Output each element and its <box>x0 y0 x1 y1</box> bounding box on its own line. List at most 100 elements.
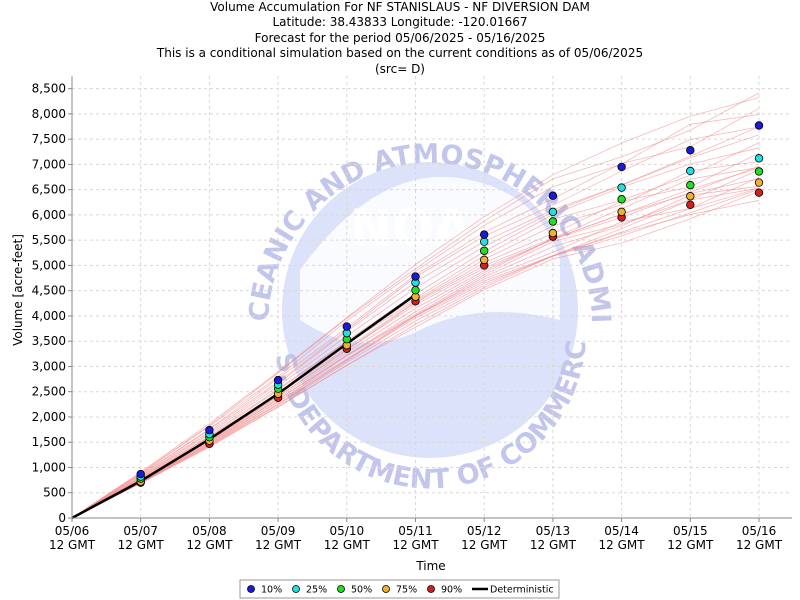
point-50pct <box>617 195 626 204</box>
x-tick-label-date: 05/14 <box>604 524 639 538</box>
ensemble-trace <box>71 97 760 519</box>
legend-swatch-90pct <box>427 585 435 593</box>
x-tick-label-hour: 12 GMT <box>186 538 233 552</box>
ensemble-trace <box>71 190 760 519</box>
point-90pct <box>754 188 764 197</box>
y-tick-label: 4,000 <box>32 309 66 323</box>
noaa-watermark: NOAA NATIONAL OCEANIC AND ATMOSPHERIC AD… <box>0 0 616 496</box>
ensemble-trace <box>71 187 760 519</box>
y-tick-label: 7,000 <box>32 157 66 171</box>
y-tick-label: 5,000 <box>32 258 66 272</box>
ensemble-trace <box>71 114 760 519</box>
ensemble-trace <box>71 187 760 519</box>
x-tick-label-date: 05/09 <box>261 524 296 538</box>
point-10pct <box>548 191 558 200</box>
point-10pct <box>617 162 626 172</box>
x-tick-label-hour: 12 GMT <box>49 538 96 552</box>
legend-swatch-10pct <box>247 585 255 593</box>
y-tick-label: 8,000 <box>32 107 66 121</box>
point-75pct <box>480 255 489 265</box>
point-10pct <box>342 322 351 331</box>
x-tick-label-date: 05/06 <box>55 524 90 538</box>
legend: 10% 25% 50% 75% 90% Deterministic <box>239 579 560 599</box>
point-10pct <box>411 272 420 281</box>
y-tick-label: 2,500 <box>32 385 66 399</box>
point-10pct <box>205 425 214 435</box>
x-tick-label-hour: 12 GMT <box>118 538 165 552</box>
legend-box <box>239 579 560 599</box>
x-tick-label-hour: 12 GMT <box>392 538 439 552</box>
point-10pct <box>754 121 764 130</box>
point-25pct <box>617 183 626 192</box>
point-50pct <box>548 217 558 226</box>
deterministic-layer <box>71 293 417 520</box>
point-25pct <box>480 237 489 246</box>
point-10pct <box>480 230 489 239</box>
legend-label-deterministic: Deterministic <box>490 585 554 596</box>
point-10pct <box>136 469 145 479</box>
point-10pct <box>273 375 283 385</box>
legend-label-10pct: 10% <box>261 585 282 596</box>
chart-subtitle-conditions: This is a conditional simulation based o… <box>156 46 644 61</box>
legend-swatch-75pct <box>382 585 390 593</box>
x-tick-label-date: 05/13 <box>536 524 571 538</box>
chart-title: Volume Accumulation For NF STANISLAUS - … <box>210 0 590 14</box>
ensemble-trace <box>71 199 760 519</box>
x-tick-label-hour: 12 GMT <box>736 538 783 552</box>
y-tick-label: 4,500 <box>32 284 66 298</box>
x-tick-label-hour: 12 GMT <box>599 538 646 552</box>
x-tick-label-date: 05/15 <box>673 524 708 538</box>
watermark-bird-shape <box>300 176 560 343</box>
y-tick-label: 5,500 <box>32 233 66 247</box>
point-25pct <box>548 207 558 217</box>
x-tick-label-date: 05/10 <box>330 524 365 538</box>
point-50pct <box>754 167 764 176</box>
point-75pct <box>617 207 626 217</box>
y-tick-label: 3,500 <box>32 334 66 348</box>
x-tick-label-hour: 12 GMT <box>530 538 577 552</box>
legend-swatch-25pct <box>292 585 300 593</box>
y-tick-label: 2,000 <box>32 410 66 424</box>
x-axis-title: Time <box>415 559 445 573</box>
x-tick-label-date: 05/12 <box>467 524 502 538</box>
point-50pct <box>411 285 420 295</box>
x-tick-label-date: 05/11 <box>398 524 433 538</box>
deterministic-line <box>71 293 417 520</box>
x-tick-label-date: 05/07 <box>123 524 158 538</box>
y-axis-title: Volume [acre-feet] <box>11 234 25 346</box>
y-tick-label: 0 <box>58 511 66 525</box>
point-25pct <box>754 154 764 163</box>
x-tick-label-hour: 12 GMT <box>667 538 714 552</box>
x-tick-label-hour: 12 GMT <box>461 538 508 552</box>
axes: 0 500 1,000 1,500 2,000 2,500 3,000 3,500 4,000 4… <box>32 76 792 552</box>
chart-subtitle-source: (src= D) <box>375 61 425 76</box>
point-90pct <box>686 200 695 210</box>
x-tick-label-hour: 12 GMT <box>324 538 371 552</box>
chart-title-block: Volume Accumulation For NF STANISLAUS - … <box>0 0 800 77</box>
point-75pct <box>548 228 558 238</box>
point-10pct <box>686 146 695 155</box>
y-tick-label: 6,000 <box>32 208 66 222</box>
y-tick-label: 3,000 <box>32 359 66 373</box>
ensemble-trace <box>71 92 760 519</box>
y-tick-label: 500 <box>43 486 66 500</box>
chart-subtitle-period: Forecast for the period 05/06/2025 - 05/… <box>254 30 546 45</box>
point-25pct <box>686 166 695 176</box>
chart-subtitle-location: Latitude: 38.43833 Longitude: -120.01667 <box>272 15 528 30</box>
legend-label-90pct: 90% <box>441 585 462 596</box>
y-tick-label: 6,500 <box>32 183 66 197</box>
point-50pct <box>480 246 489 255</box>
point-75pct <box>686 192 695 201</box>
point-75pct <box>754 178 764 187</box>
y-tick-label: 7,500 <box>32 132 66 146</box>
y-tick-label: 1,500 <box>32 435 66 449</box>
point-50pct <box>686 180 695 190</box>
x-tick-label-hour: 12 GMT <box>255 538 302 552</box>
x-tick-label-date: 05/16 <box>742 524 777 538</box>
legend-label-75pct: 75% <box>396 585 417 596</box>
x-tick-label-date: 05/08 <box>192 524 227 538</box>
exceedance-points <box>136 121 764 487</box>
y-tick-label: 1,000 <box>32 460 66 474</box>
y-tick-label: 8,500 <box>32 82 66 96</box>
